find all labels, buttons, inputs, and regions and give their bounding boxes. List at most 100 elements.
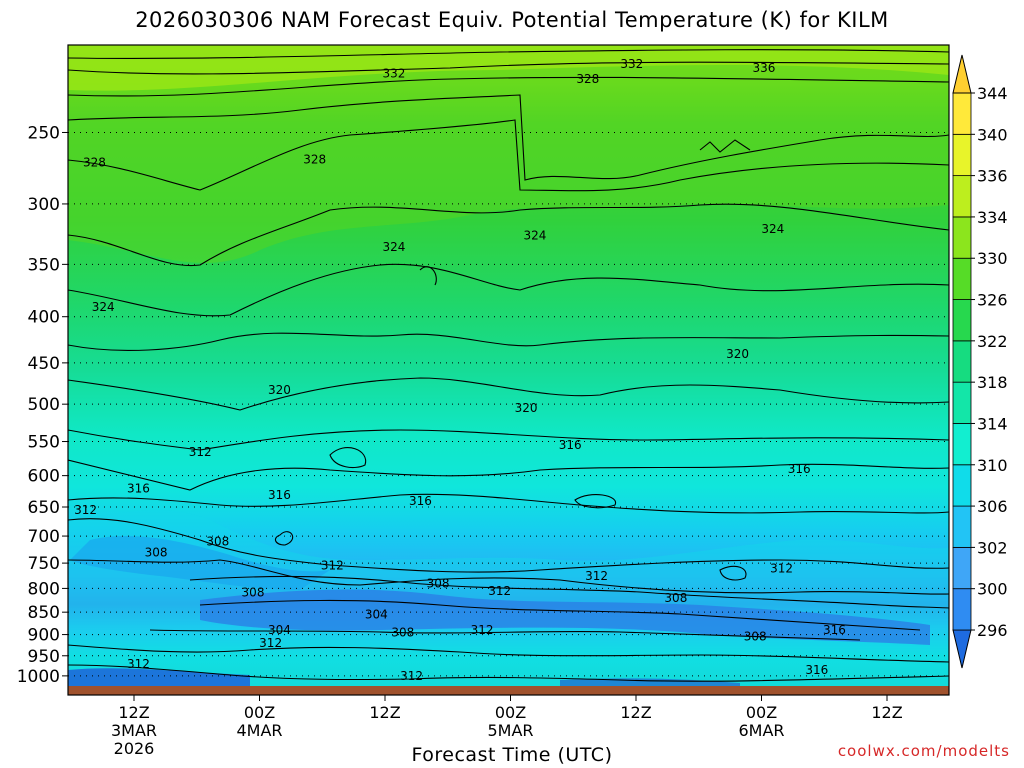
contour-label: 312 [321, 559, 344, 573]
contour-label: 312 [400, 669, 423, 683]
contour-label: 308 [391, 625, 414, 639]
colorbar-swatch [952, 464, 972, 507]
contour-label: 316 [805, 663, 828, 677]
y-tick-label: 650 [28, 498, 60, 518]
chart-title: 2026030306 NAM Forecast Equiv. Potential… [135, 8, 889, 32]
x-tick-label: 00Z [495, 703, 526, 722]
x-tick-label: 12Z [620, 703, 651, 722]
y-axis: 250 300 350 400 450 500 550 600 650 700 750 800 850 9… [17, 123, 68, 687]
contour-labels: 332 332 328 336 328 328 324 324 324 324 320 320 320 3… [74, 57, 846, 683]
colorbar-swatch [952, 588, 972, 631]
x-tick-label: 00Z [746, 703, 777, 722]
y-tick-label: 400 [28, 308, 60, 328]
credit-text: coolwx.com/modelts [837, 742, 1010, 760]
x-axis-label: Forecast Time (UTC) [411, 744, 613, 766]
contour-label: 320 [726, 347, 749, 361]
colorbar-swatch [952, 175, 972, 218]
colorbar-swatch [952, 257, 972, 300]
y-tick-label: 250 [28, 123, 60, 143]
y-tick-label: 1000 [17, 667, 60, 687]
contour-label: 308 [744, 630, 767, 644]
x-tick-label: 12Z [369, 703, 400, 722]
colorbar-label: 334 [977, 208, 1008, 227]
contour-label: 328 [303, 153, 326, 167]
contour-label: 332 [383, 66, 406, 80]
contour-label: 320 [515, 401, 538, 415]
contour-label: 332 [620, 57, 643, 71]
colorbar-label: 326 [977, 291, 1008, 310]
colorbar-swatch [952, 216, 972, 259]
contour-label: 316 [268, 488, 291, 502]
colorbar-label: 330 [977, 249, 1008, 268]
contour-label: 312 [585, 569, 608, 583]
contour-label: 324 [383, 240, 406, 254]
colorbar-label: 296 [977, 621, 1008, 640]
contour-label: 328 [83, 156, 106, 170]
y-tick-label: 950 [28, 647, 60, 667]
contour-label: 308 [206, 535, 229, 549]
x-tick-label: 12Z [118, 703, 149, 722]
contour-label: 312 [127, 657, 150, 671]
colorbar-label: 302 [977, 538, 1008, 557]
x-tick-label: 4MAR [236, 721, 282, 740]
y-tick-label: 750 [28, 554, 60, 574]
contour-label: 304 [365, 607, 388, 621]
contour-label: 316 [788, 462, 811, 476]
y-tick-label: 900 [28, 626, 60, 646]
plot-frame [67, 44, 950, 696]
colorbar-label: 314 [977, 414, 1008, 433]
y-tick-label: 350 [28, 255, 60, 275]
contour-label: 328 [576, 72, 599, 86]
y-tick-label: 600 [28, 467, 60, 487]
contour-label: 316 [409, 494, 432, 508]
contour-label: 312 [488, 584, 511, 598]
colorbar-label: 318 [977, 373, 1008, 392]
colorbar-label: 344 [977, 84, 1008, 103]
contour-label: 312 [259, 636, 282, 650]
colorbar: 296 300 302 306 310 314 318 322 326 330 334 336 340 3… [952, 54, 1008, 669]
y-tick-label: 300 [28, 195, 60, 215]
contour-label: 304 [268, 623, 291, 637]
contour-label: 316 [127, 481, 150, 495]
colorbar-swatch [952, 546, 972, 590]
y-tick-label: 500 [28, 395, 60, 415]
colorbar-swatch [952, 133, 972, 177]
contour-label: 308 [145, 546, 168, 560]
contour-label: 324 [92, 300, 115, 314]
colorbar-label: 300 [977, 580, 1008, 599]
contour-label: 308 [427, 576, 450, 590]
colorbar-lower-tip [952, 629, 972, 669]
contour-label: 312 [770, 561, 793, 575]
contour-label: 308 [242, 585, 265, 599]
colorbar-swatch [952, 299, 972, 342]
contour-lines [68, 49, 949, 682]
x-tick-label: 5MAR [487, 721, 533, 740]
colorbar-label: 310 [977, 456, 1008, 475]
y-tick-label: 450 [28, 354, 60, 374]
colorbar-swatch [952, 92, 972, 135]
contour-label: 312 [189, 445, 212, 459]
colorbar-upper-tip [952, 54, 972, 94]
colorbar-label: 340 [977, 125, 1008, 144]
contour-label: 336 [753, 61, 776, 75]
contour-label: 320 [268, 383, 291, 397]
contour-label: 312 [471, 623, 494, 637]
y-tick-label: 800 [28, 579, 60, 599]
x-tick-label: 2026 [114, 739, 155, 758]
y-tick-label: 700 [28, 527, 60, 547]
x-tick-label: 00Z [244, 703, 275, 722]
colorbar-swatch [952, 340, 972, 383]
y-tick-label: 850 [28, 603, 60, 623]
x-tick-label: 12Z [871, 703, 902, 722]
y-tick-label: 550 [28, 433, 60, 453]
colorbar-label: 306 [977, 497, 1008, 516]
contour-label: 316 [823, 623, 846, 637]
contour-label: 316 [559, 438, 582, 452]
contour-label: 324 [761, 222, 784, 236]
contour-label: 312 [74, 503, 97, 517]
colorbar-label: 336 [977, 167, 1008, 186]
contour-label: 308 [664, 591, 687, 605]
x-tick-label: 6MAR [738, 721, 784, 740]
